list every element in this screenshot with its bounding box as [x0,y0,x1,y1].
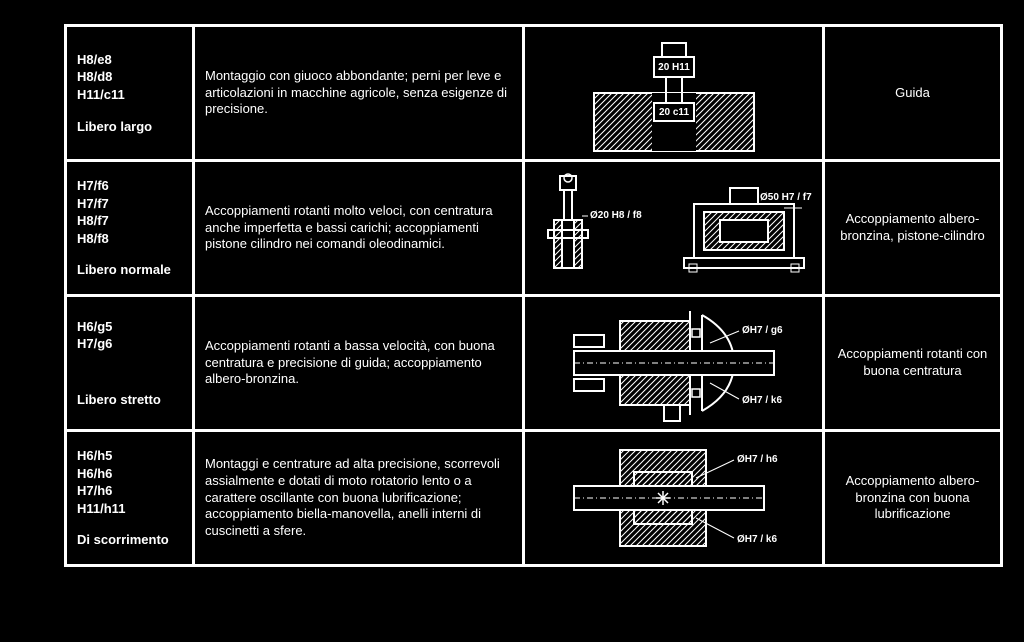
codes-cell: H7/f6 H7/f7 H8/f7 H8/f8 Libero normale [66,161,194,296]
diagram-callout: ØH7 / k6 [737,534,777,545]
fit-tolerance-table: H8/e8 H8/d8 H11/c11 Libero largo Montagg… [64,24,1003,567]
fit-code: H6/h6 [77,465,182,483]
sliding-bushing-diagram: ØH7 / h6 ØH7 / k6 [534,438,814,558]
description-cell: Accoppiamenti rotanti molto veloci, con … [194,161,524,296]
fit-category: Libero stretto [77,391,182,409]
codes-cell: H6/g5 H7/g6 Libero stretto [66,296,194,431]
fit-code: H8/f8 [77,230,182,248]
fit-category: Di scorrimento [77,531,182,549]
rotating-shaft-diagram: ØH7 / g6 ØH7 / k6 [534,303,814,423]
fit-code: H8/d8 [77,68,182,86]
diagram-callout: ØH7 / k6 [742,395,782,406]
label-cell: Accoppiamento albero-bronzina, pistone-c… [824,161,1002,296]
diagram-callout: Ø20 H8 / f8 [590,210,642,221]
fit-code: H7/f6 [77,177,182,195]
diagram-callout: ØH7 / h6 [737,454,778,465]
description-cell: Accoppiamenti rotanti a bassa velocità, … [194,296,524,431]
fit-code: H7/h6 [77,482,182,500]
table-row: H6/g5 H7/g6 Libero stretto Accoppiamenti… [66,296,1002,431]
table-row: H8/e8 H8/d8 H11/c11 Libero largo Montagg… [66,26,1002,161]
label-cell: Accoppiamento albero-bronzina con buona … [824,431,1002,566]
diagram-cell: 20 H11 20 c11 [524,26,824,161]
fit-code: H8/f7 [77,212,182,230]
fit-category: Libero normale [77,261,182,279]
codes-cell: H6/h5 H6/h6 H7/h6 H11/h11 Di scorrimento [66,431,194,566]
table-row: H7/f6 H7/f7 H8/f7 H8/f8 Libero normale A… [66,161,1002,296]
fit-category: Libero largo [77,118,182,136]
diagram-cell: ØH7 / g6 ØH7 / k6 [524,296,824,431]
description-cell: Montaggio con giuoco abbondante; perni p… [194,26,524,161]
diagram-callout: ØH7 / g6 [742,325,783,336]
diagram-cell: Ø20 H8 / f8 Ø50 H7 / f7 [524,161,824,296]
diagram-cell: ØH7 / h6 ØH7 / k6 [524,431,824,566]
table-row: H6/h5 H6/h6 H7/h6 H11/h11 Di scorrimento… [66,431,1002,566]
fit-code: H6/h5 [77,447,182,465]
codes-cell: H8/e8 H8/d8 H11/c11 Libero largo [66,26,194,161]
diagram-callout: 20 c11 [658,107,688,118]
guide-bushing-diagram: 20 H11 20 c11 [534,33,814,153]
diagram-callout: 20 H11 [658,62,690,73]
fit-code: H7/f7 [77,195,182,213]
piston-bearing-diagram: Ø20 H8 / f8 Ø50 H7 / f7 [534,168,814,288]
label-cell: Accoppiamenti rotanti con buona centratu… [824,296,1002,431]
diagram-callout: Ø50 H7 / f7 [760,192,812,203]
label-cell: Guida [824,26,1002,161]
fit-code: H11/c11 [77,86,182,104]
description-cell: Montaggi e centrature ad alta precisione… [194,431,524,566]
fit-code: H11/h11 [77,500,182,518]
fit-code: H6/g5 [77,318,182,336]
fit-code: H8/e8 [77,51,182,69]
fit-code: H7/g6 [77,335,182,353]
